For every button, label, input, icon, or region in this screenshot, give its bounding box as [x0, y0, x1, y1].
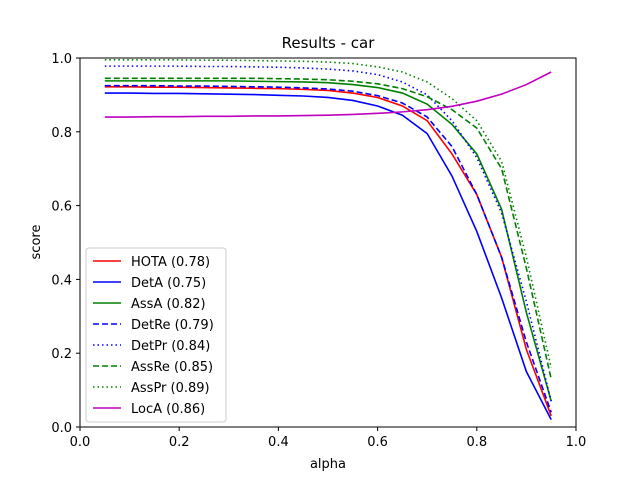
legend-box	[85, 247, 227, 423]
y-tick-label: 1.0	[51, 52, 72, 67]
plot-frame	[79, 57, 577, 428]
series-line-5	[104, 77, 552, 380]
y-tick-label: 0.4	[51, 273, 72, 288]
x-tick-label: 0.8	[466, 435, 487, 450]
y-axis-label: score	[29, 225, 44, 260]
series-line-6	[104, 59, 552, 369]
legend-label-5: AssRe (0.85)	[131, 360, 213, 375]
series-line-7	[104, 71, 552, 118]
y-tick-label: 0.8	[51, 126, 72, 141]
series-layer	[104, 59, 552, 420]
legend-label-3: DetRe (0.79)	[131, 318, 214, 333]
x-axis-ticks: 0.0 0.2 0.4 0.6 0.8 1.0	[70, 427, 587, 450]
x-axis-label: alpha	[310, 457, 346, 472]
series-line-2	[104, 80, 552, 402]
x-tick-label: 0.2	[169, 435, 190, 450]
legend-label-0: HOTA (0.78)	[131, 255, 210, 270]
series-line-3	[104, 84, 552, 413]
x-tick-label: 0.0	[70, 435, 91, 450]
x-tick-label: 0.4	[268, 435, 289, 450]
legend: HOTA (0.78) DetA (0.75) AssA (0.82) DetRe (…	[85, 247, 227, 423]
y-tick-label: 0.2	[51, 347, 72, 362]
series-line-0	[104, 85, 552, 417]
legend-label-7: LocA (0.86)	[131, 402, 205, 417]
legend-label-6: AssPr (0.89)	[131, 381, 210, 396]
y-axis-ticks: 0.0 0.2 0.4 0.6 0.8 1.0	[51, 52, 80, 436]
x-tick-label: 0.6	[367, 435, 388, 450]
series-line-1	[104, 92, 552, 420]
chart-title: Results - car	[282, 34, 376, 52]
legend-label-4: DetPr (0.84)	[131, 339, 210, 354]
y-tick-label: 0.6	[51, 200, 72, 215]
y-tick-label: 0.0	[51, 421, 72, 436]
legend-label-1: DetA (0.75)	[131, 276, 206, 291]
legend-label-2: AssA (0.82)	[131, 297, 206, 312]
x-tick-label: 1.0	[566, 435, 587, 450]
